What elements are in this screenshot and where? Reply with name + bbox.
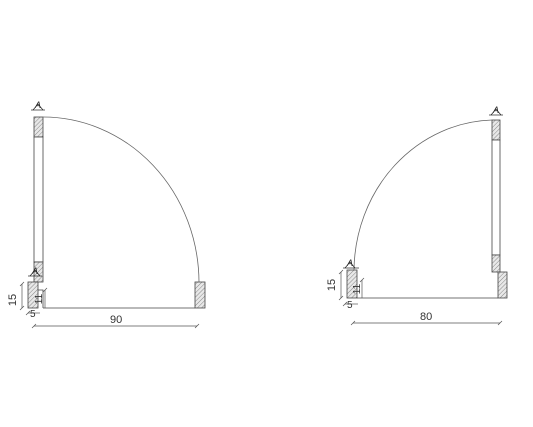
- door-left-tag-top-label: A: [34, 100, 41, 110]
- door-right-tag-top: [489, 108, 503, 116]
- door-right-width-label: 80: [420, 311, 432, 323]
- door-left-hinge-jamb: [27, 281, 39, 309]
- door-right-swing-arc: [353, 119, 493, 271]
- door-right-leaf: [491, 139, 501, 256]
- door-left: [19, 103, 206, 329]
- door-left-swing-arc: [42, 116, 200, 283]
- door-left-leaf-bottom-hatch: [33, 261, 44, 283]
- door-left-leaf-top-hatch: [33, 116, 44, 138]
- door-right-tag-low-label: A: [346, 258, 353, 268]
- door-left-offset-label: 5: [30, 309, 36, 320]
- door-right-tag-top-label: A: [492, 105, 499, 115]
- door-left-tag-mid: [28, 269, 42, 277]
- door-left-hinge-rebate: [38, 289, 44, 308]
- door-right-hinge-jamb: [497, 271, 508, 299]
- door-left-leaf: [33, 136, 44, 263]
- door-right-leaf-bottom-hatch: [491, 254, 501, 273]
- door-right-height-small-label: 11: [352, 283, 363, 294]
- door-left-width-label: 90: [110, 314, 122, 326]
- door-right-offset-label: 5: [347, 300, 353, 311]
- door-left-strike-jamb: [194, 281, 206, 309]
- door-right: [338, 108, 508, 326]
- door-right-tag-low: [343, 261, 359, 269]
- door-left-tag-top: [31, 103, 45, 111]
- door-left-tag-mid-label: A: [31, 266, 38, 276]
- door-left-height-label: 15: [7, 294, 19, 306]
- door-right-strike-jamb: [346, 269, 358, 299]
- door-right-height-label: 15: [326, 279, 338, 291]
- door-right-leaf-top-hatch: [491, 119, 501, 141]
- door-left-height-small-label: 11: [34, 293, 45, 304]
